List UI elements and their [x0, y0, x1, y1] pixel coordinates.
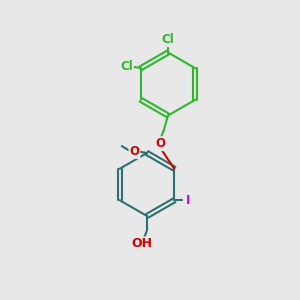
- Text: Cl: Cl: [120, 60, 133, 73]
- Text: O: O: [155, 137, 165, 150]
- Text: O: O: [129, 145, 140, 158]
- Text: Cl: Cl: [162, 33, 174, 46]
- Text: OH: OH: [131, 237, 152, 250]
- Text: I: I: [186, 194, 191, 207]
